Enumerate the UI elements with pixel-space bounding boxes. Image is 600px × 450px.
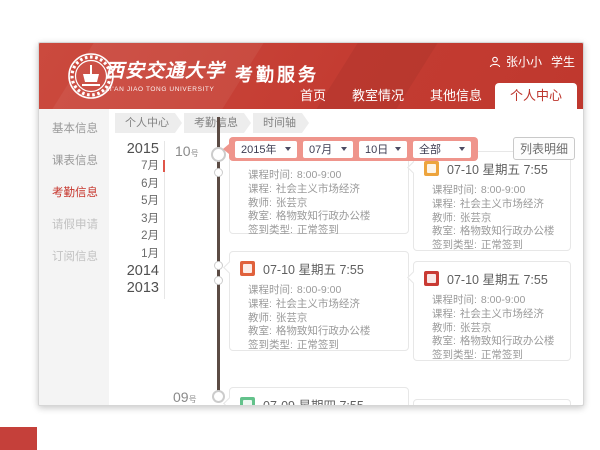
breadcrumb-timeline[interactable]: 时间轴 [253, 113, 309, 133]
card-header: 07-10 星期五 7:55 [424, 159, 560, 178]
attendance-stamp-icon [424, 161, 439, 176]
card-pointer [407, 271, 420, 284]
university-name-block: 西安交通大学 XI'AN JIAO TONG UNIVERSITY [105, 56, 225, 93]
card-header: 07-09 星期四 7:55 [240, 395, 398, 405]
card-pointer [223, 261, 236, 274]
filter-bar-arrow-icon [223, 144, 229, 154]
app-title: 考勤服务 [235, 65, 319, 85]
attendance-stamp-icon [240, 261, 255, 276]
card-pointer [407, 161, 420, 174]
attendance-card: 07-10 星期五 7:55 课程时间: 8:00-9:00 课程: 社会主义市场经… [407, 151, 571, 252]
sidebar-item-subscription-info[interactable]: 订阅信息 [52, 251, 98, 263]
scale-year-2013[interactable]: 2013 [126, 280, 159, 296]
scale-month-mar[interactable]: 3月 [141, 212, 159, 225]
list-detail-button[interactable]: 列表明细 [513, 137, 575, 160]
user-name: 张小小 [505, 55, 542, 69]
attendance-stamp-icon [240, 397, 255, 405]
breadcrumb: 个人中心 考勤信息 时间轴 [115, 113, 311, 133]
scale-month-jan[interactable]: 1月 [141, 247, 159, 260]
user-info[interactable]: 张小小 学生 [489, 53, 575, 70]
card-header: 07-10 星期五 7:55 [424, 269, 560, 288]
timeline-scale: 2015 7月 6月 5月 3月 2月 1月 2014 2013 [113, 141, 159, 297]
scale-month-feb[interactable]: 2月 [141, 230, 159, 242]
attendance-card [413, 399, 571, 405]
scale-month-may[interactable]: 5月 [141, 195, 159, 207]
scale-divider [164, 141, 165, 299]
card-fields: 课程时间: 8:00-9:00 课程: 社会主义市场经济 教师: 张芸京 教室: 格物致… [248, 169, 371, 237]
timeline-node [214, 261, 223, 270]
decorative-red-block [0, 427, 37, 450]
card-fields: 课程时间: 8:00-9:00 课程: 社会主义市场经济 教师: 张芸京 教室: 格物致… [432, 294, 555, 362]
sidebar: 基本信息 课表信息 考勤信息 请假申请 订阅信息 [39, 109, 109, 405]
timeline-node [211, 147, 226, 162]
card-fields: 课程时间: 8:00-9:00 课程: 社会主义市场经济 教师: 张芸京 教室: 格物致… [432, 184, 555, 252]
year-select[interactable]: 2015年 [235, 140, 297, 158]
timeline-node [214, 168, 223, 177]
day-marker-09: 09号 [173, 389, 197, 405]
attendance-stamp-icon [424, 271, 439, 286]
top-nav: 首页 教室情况 其他信息 个人中心 [287, 83, 577, 109]
nav-item-personal-center[interactable]: 个人中心 [494, 83, 577, 109]
dropdown-arrow-icon [341, 147, 347, 151]
scale-month-jul[interactable]: 7月 [141, 160, 159, 172]
sidebar-item-attendance-info[interactable]: 考勤信息 [52, 187, 98, 199]
scale-month-jun[interactable]: 6月 [141, 177, 159, 190]
filter-bar: 2015年 07月 10日 全部 [223, 137, 478, 161]
university-logo-icon[interactable] [67, 52, 115, 100]
timeline-line [217, 117, 220, 397]
university-name-cn: 西安交通大学 [105, 61, 226, 82]
dropdown-arrow-icon [395, 147, 401, 151]
month-select[interactable]: 07月 [303, 140, 353, 158]
nav-item-other-info[interactable]: 其他信息 [429, 88, 482, 103]
card-pointer [223, 397, 236, 405]
user-icon [489, 56, 501, 67]
sidebar-item-schedule-info[interactable]: 课表信息 [52, 155, 98, 167]
card-header: 07-10 星期五 7:55 [240, 259, 398, 278]
day-select[interactable]: 10日 [359, 140, 407, 158]
page-header: 西安交通大学 XI'AN JIAO TONG UNIVERSITY 考勤服务 张… [39, 43, 583, 109]
nav-item-classrooms[interactable]: 教室情况 [351, 88, 404, 103]
timeline-node [212, 390, 225, 403]
dropdown-arrow-icon [285, 147, 291, 151]
attendance-card: 07-09 星期四 7:55 [223, 387, 409, 405]
sidebar-item-basic-info[interactable]: 基本信息 [52, 123, 98, 135]
university-name-en: XI'AN JIAO TONG UNIVERSITY [105, 86, 215, 93]
scale-year-2015[interactable]: 2015 [126, 141, 159, 157]
timeline-node [214, 276, 223, 285]
dropdown-arrow-icon [459, 147, 465, 151]
sidebar-item-leave-request[interactable]: 请假申请 [52, 219, 98, 231]
day-marker-10: 10号 [175, 143, 199, 159]
card-fields: 课程时间: 8:00-9:00 课程: 社会主义市场经济 教师: 张芸京 教室: 格物致… [248, 284, 371, 352]
scale-year-2014[interactable]: 2014 [126, 263, 159, 279]
user-role: 学生 [550, 55, 575, 69]
attendance-page: 西安交通大学 XI'AN JIAO TONG UNIVERSITY 考勤服务 张… [38, 42, 584, 406]
breadcrumb-personal-center[interactable]: 个人中心 [115, 113, 182, 133]
attendance-card: 07-10 星期五 7:55 课程时间: 8:00-9:00 课程: 社会主义市场经… [223, 251, 409, 352]
current-month-tick [163, 160, 165, 172]
type-select[interactable]: 全部 [413, 140, 471, 158]
attendance-card: 07-10 星期五 7:55 课程时间: 8:00-9:00 课程: 社会主义市场经… [407, 261, 571, 362]
nav-item-home[interactable]: 首页 [299, 88, 326, 103]
